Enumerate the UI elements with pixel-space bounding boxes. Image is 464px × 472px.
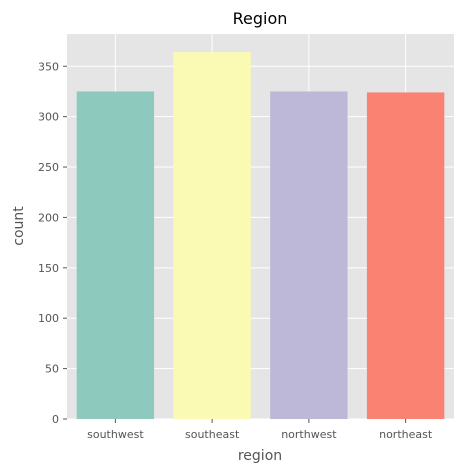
y-tick-label: 100: [38, 312, 59, 325]
y-tick-label: 250: [38, 161, 59, 174]
y-axis-label: count: [11, 206, 27, 246]
bar-southwest: [77, 91, 154, 419]
chart-title: Region: [233, 9, 288, 28]
x-axis-label: region: [238, 448, 282, 464]
y-tick-label: 300: [38, 111, 59, 124]
x-tick-label: northeast: [379, 428, 433, 441]
bar-southeast: [173, 52, 250, 419]
y-tick-label: 200: [38, 211, 59, 224]
x-tick-label: northwest: [281, 428, 337, 441]
bar-northwest: [270, 91, 347, 419]
y-axis-ticks: 0 50 100 150 200 250 300 350: [38, 60, 67, 426]
bar-northeast: [367, 92, 444, 419]
y-tick-label: 0: [52, 413, 59, 426]
x-tick-label: southwest: [87, 428, 144, 441]
y-tick-label: 350: [38, 60, 59, 73]
x-axis-ticks: southwest southeast northwest northeast: [87, 419, 433, 441]
y-tick-label: 50: [45, 363, 59, 376]
x-tick-label: southeast: [185, 428, 240, 441]
y-tick-label: 150: [38, 262, 59, 275]
